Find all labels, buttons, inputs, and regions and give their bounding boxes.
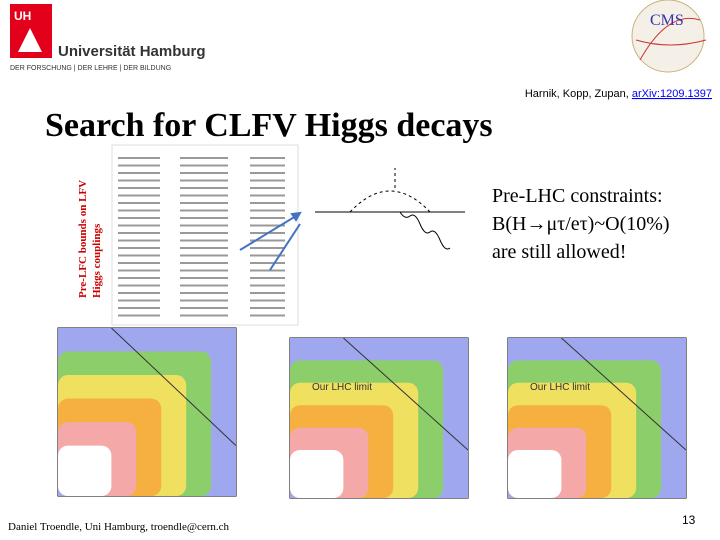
callout: Pre-LHC constraints: B(H→μτ/eτ)~O(10%) a…	[492, 185, 670, 263]
arrow-head	[290, 211, 302, 222]
slide-title: Search for CLFV Higgs decays	[45, 107, 493, 144]
higgs-loop	[349, 190, 431, 213]
exclusion-region	[508, 450, 562, 498]
plot-label: Our LHC limit	[312, 382, 372, 393]
photon-line	[399, 211, 451, 250]
constraint-table	[111, 144, 299, 326]
uhh-logo: UH	[10, 4, 52, 58]
exclusion-region	[58, 445, 112, 496]
citation-authors: Harnik, Kopp, Zupan,	[525, 88, 632, 100]
cms-circle	[631, 0, 705, 73]
cms-text: CMS	[650, 12, 684, 29]
diagonal-boundary	[561, 337, 687, 451]
logo-sail	[18, 28, 42, 52]
arrow	[239, 215, 297, 251]
cms-tracks	[635, 17, 707, 61]
callout-line: B(H→μτ/eτ)~O(10%)	[492, 213, 670, 235]
plot-label: Our LHC limit	[530, 382, 590, 393]
exclusion-plot: Our LHC limit	[507, 337, 687, 499]
cms-logo: CMS	[631, 0, 707, 73]
exclusion-plot: Our LHC limit	[289, 337, 469, 499]
exclusion-plot	[57, 327, 237, 497]
side-label-line: Pre-LFC bounds on LFV	[77, 180, 89, 298]
university-name: Universität Hamburg	[58, 43, 206, 60]
diagonal-boundary	[343, 337, 469, 451]
arrows	[239, 211, 302, 271]
arrow	[269, 223, 301, 271]
callout-line: Pre-LHC constraints:	[492, 185, 663, 207]
footer: Daniel Troendle, Uni Hamburg, troendle@c…	[8, 521, 230, 533]
side-label: Pre-LFC bounds on LFV Higgs couplings	[77, 180, 103, 298]
citation-link[interactable]: arXiv:1209.1397	[632, 88, 712, 100]
exclusion-region	[290, 450, 344, 498]
table-frame	[111, 144, 299, 326]
logo-mark: UH	[14, 9, 31, 23]
feynman-diagram	[315, 168, 465, 250]
side-label-line: Higgs couplings	[91, 223, 103, 298]
citation: Harnik, Kopp, Zupan, arXiv:1209.1397	[525, 88, 712, 100]
callout-line: are still allowed!	[492, 241, 626, 263]
page-number: 13	[682, 513, 696, 527]
plots: Our LHC limit Our LHC limit	[57, 327, 687, 499]
diagonal-boundary	[111, 327, 237, 446]
university-motto: DER FORSCHUNG | DER LEHRE | DER BILDUNG	[10, 65, 171, 72]
